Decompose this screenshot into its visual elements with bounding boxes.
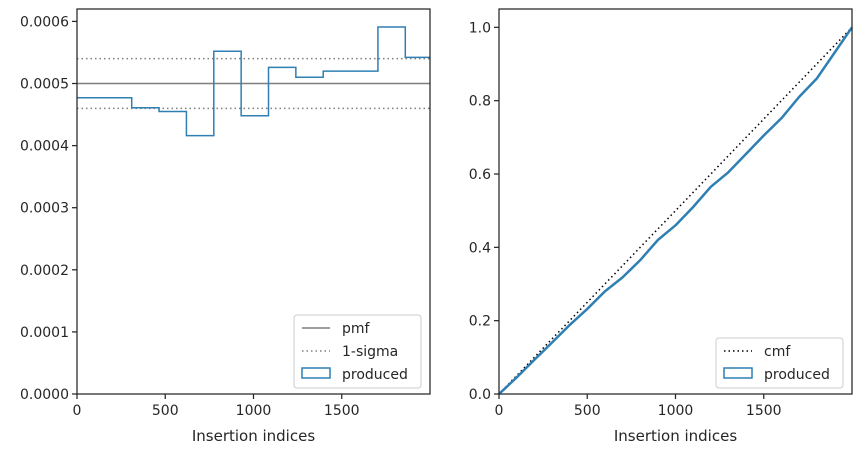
legend-produced-swatch [301,367,331,379]
x-tick-label: 1000 [658,403,694,419]
y-tick-label: 0.8 [469,94,491,110]
x-tick-label: 500 [152,403,179,419]
x-axis-label: Insertion indices [614,427,737,445]
legend-pmf-label: pmf [342,321,371,337]
x-tick-label: 1500 [324,403,360,419]
y-tick-label: 1.0 [469,20,491,36]
plot-area [499,9,852,394]
x-tick-label: 500 [574,403,601,419]
x-tick-label: 1500 [746,403,782,419]
y-tick-label: 0.0001 [20,325,69,341]
y-tick-label: 0.2 [469,314,491,330]
legend-sigma-label: 1-sigma [342,344,398,360]
legend-produced-label: produced [342,367,408,383]
x-axis-label: Insertion indices [192,427,315,445]
x-tick-label: 1000 [236,403,272,419]
x-tick-label: 0 [495,403,504,419]
y-tick-label: 0.0003 [20,201,69,217]
y-tick-label: 0.4 [469,240,491,256]
y-tick-label: 0.0 [469,387,491,403]
y-tick-label: 0.0004 [20,139,69,155]
legend-cmf-label: cmf [764,344,791,360]
y-tick-label: 0.0002 [20,263,69,279]
cmf-line [498,26,853,395]
y-tick-label: 0.0005 [20,77,69,93]
axes-frame [76,8,431,395]
cmf-panel: 0.0 0.2 0.4 0.6 0.8 1.0 0 500 1000 1500 Insertio… [469,8,854,445]
produced-cumulative-line [498,26,854,395]
pmf-histogram-panel: 0.0000 0.0001 0.0002 0.0003 0.0004 0.0005 0.00… [20,8,431,445]
legend-produced-label: produced [764,367,830,383]
y-tick-label: 0.6 [469,167,491,183]
x-tick-label: 0 [73,403,82,419]
legend: pmf 1-sigma produced [293,314,422,389]
legend-produced-swatch [723,367,753,379]
y-tick-label: 0.0000 [20,387,69,403]
y-tick-label: 0.0006 [20,14,69,30]
axes-frame [498,8,853,395]
legend-box [293,314,422,389]
produced-histogram [77,26,430,137]
legend: cmf produced [715,337,844,389]
